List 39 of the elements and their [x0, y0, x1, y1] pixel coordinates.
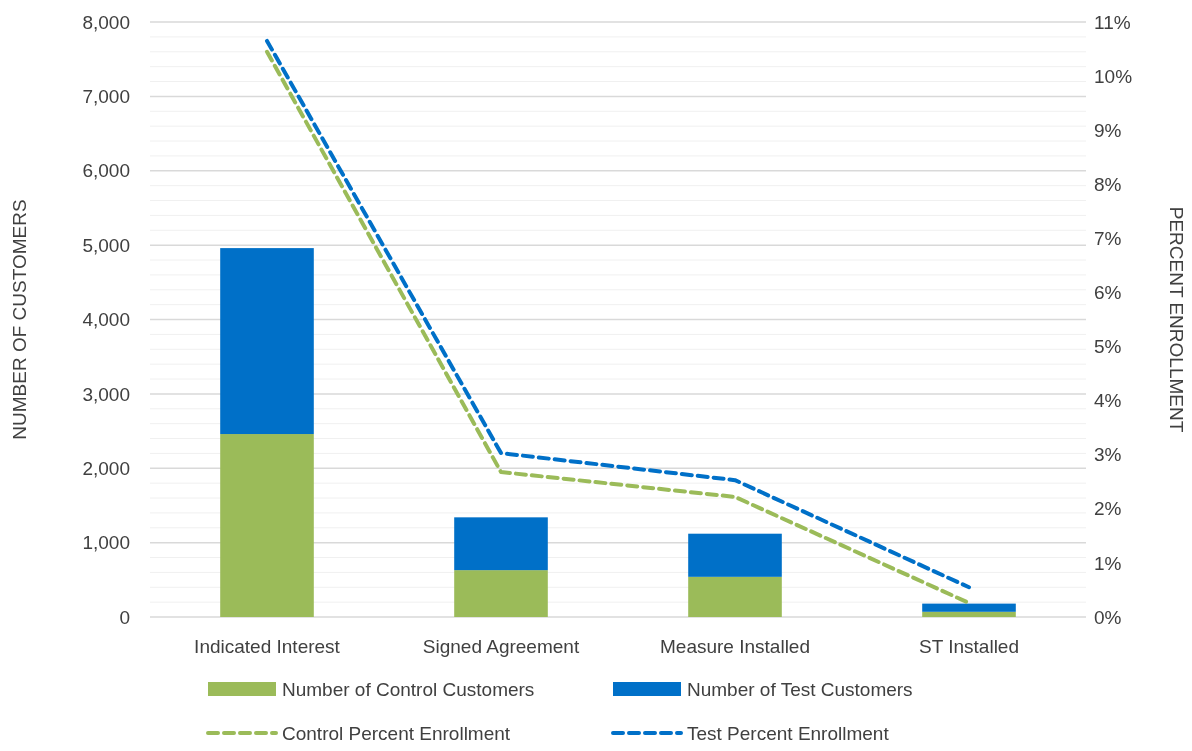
- y2-tick-label: 4%: [1094, 390, 1122, 412]
- legend-label: Number of Test Customers: [687, 678, 913, 700]
- x-tick-label: Signed Agreement: [422, 636, 580, 657]
- y2-tick-label: 10%: [1094, 65, 1133, 87]
- y-tick-label: 3,000: [82, 383, 130, 405]
- y2-tick-label: 5%: [1094, 336, 1122, 358]
- y-tick-label: 0: [119, 606, 130, 628]
- y2-axis-title: PERCENT ENROLLMENT: [1166, 206, 1187, 433]
- y2-tick-label: 11%: [1094, 11, 1131, 33]
- x-tick-label: Measure Installed: [660, 636, 810, 657]
- y2-tick-label: 7%: [1094, 228, 1122, 250]
- y2-tick-label: 1%: [1094, 552, 1122, 574]
- y2-tick-label: 3%: [1094, 444, 1122, 466]
- legend-label: Number of Control Customers: [282, 678, 535, 700]
- x-tick-label: ST Installed: [919, 636, 1019, 657]
- y2-tick-label: 0%: [1094, 606, 1122, 628]
- y2-tick-label: 9%: [1094, 119, 1122, 141]
- y-tick-label: 6,000: [82, 160, 130, 182]
- y-axis-title: NUMBER OF CUSTOMERS: [9, 199, 30, 440]
- y2-tick-label: 8%: [1094, 173, 1122, 195]
- bar: [688, 533, 782, 577]
- bar: [922, 603, 1016, 612]
- bar: [688, 576, 782, 617]
- x-tick-label: Indicated Interest: [194, 636, 341, 657]
- y2-tick-label: 2%: [1094, 498, 1122, 520]
- y2-tick-label: 6%: [1094, 282, 1122, 304]
- bar: [220, 434, 314, 617]
- legend-label: Control Percent Enrollment: [282, 722, 511, 744]
- y-tick-label: 5,000: [82, 234, 130, 256]
- y-tick-label: 7,000: [82, 86, 130, 108]
- y-tick-label: 2,000: [82, 457, 130, 479]
- bar: [220, 248, 314, 435]
- legend-label: Test Percent Enrollment: [687, 722, 890, 744]
- bar: [454, 517, 548, 571]
- y-tick-label: 1,000: [82, 532, 130, 554]
- bar: [922, 611, 1016, 617]
- bar: [454, 570, 548, 617]
- y-tick-label: 4,000: [82, 309, 130, 331]
- y-tick-label: 8,000: [82, 11, 130, 33]
